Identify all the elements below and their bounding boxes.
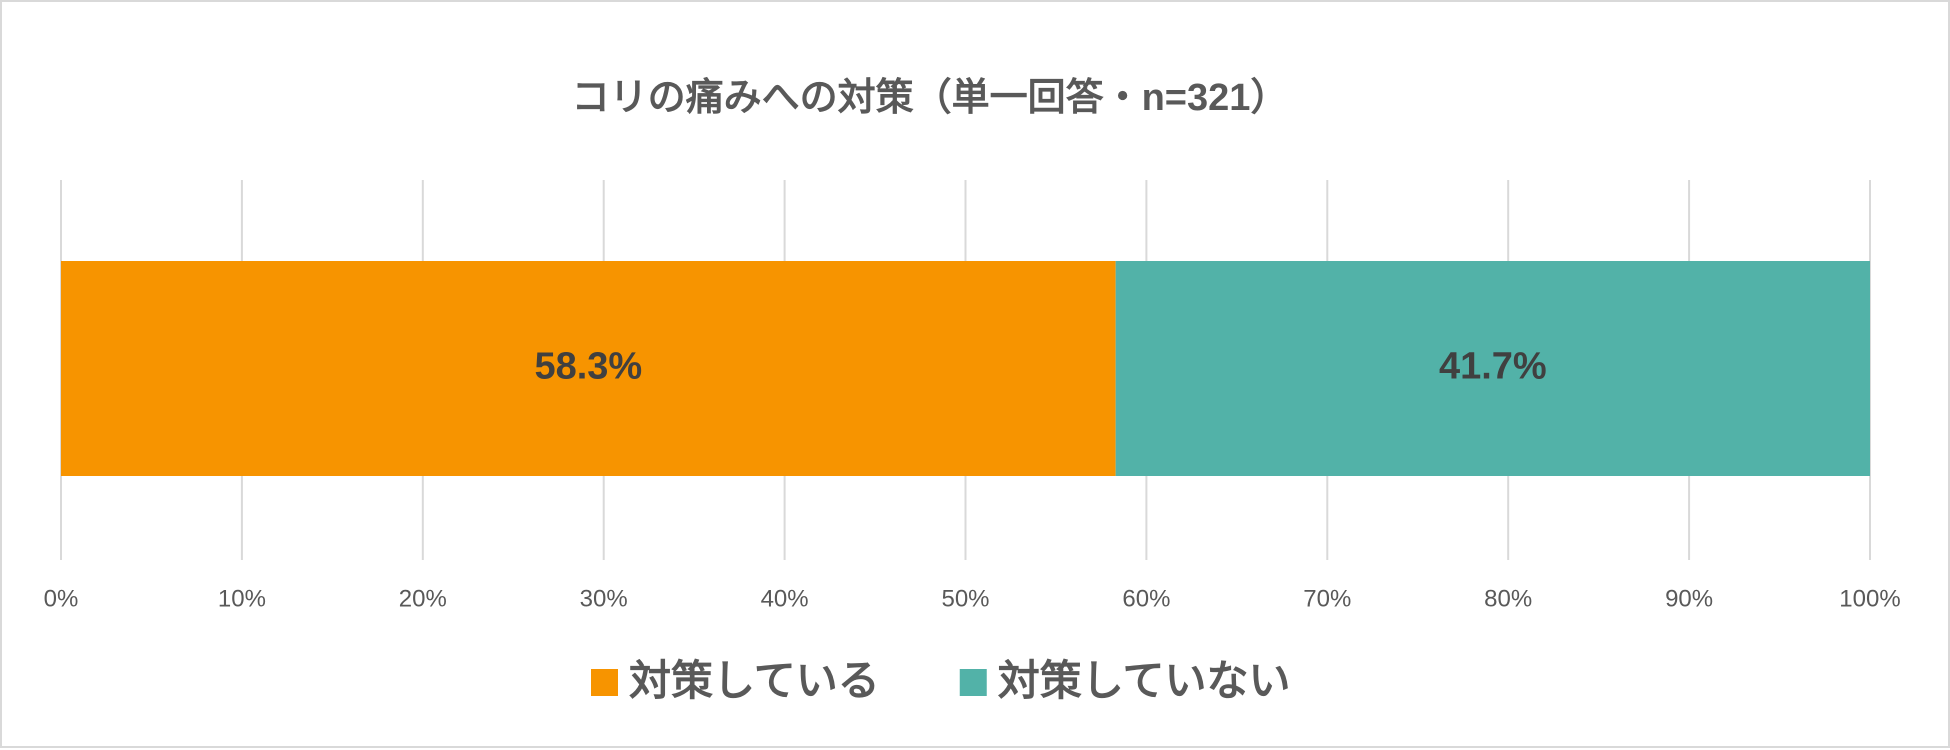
data-label: 58.3%	[534, 346, 642, 388]
x-tick-label: 40%	[761, 585, 809, 612]
x-tick-label: 20%	[399, 585, 447, 612]
x-tick-label: 60%	[1122, 585, 1170, 612]
x-tick-label: 30%	[580, 585, 628, 612]
bar-segment	[61, 261, 1116, 476]
x-tick-label: 80%	[1484, 585, 1532, 612]
x-tick-label: 70%	[1303, 585, 1351, 612]
x-tick-label: 0%	[44, 585, 79, 612]
x-tick-label: 10%	[218, 585, 266, 612]
bar-segment	[1115, 261, 1870, 476]
legend-label: 対策していない	[998, 657, 1291, 704]
chart-title: コリの痛みへの対策（単一回答・n=321）	[572, 77, 1289, 119]
x-tick-label: 90%	[1665, 585, 1713, 612]
legend-label: 対策している	[629, 657, 880, 704]
legend-swatch	[591, 669, 618, 696]
legend-swatch	[959, 669, 987, 696]
data-label: 41.7%	[1439, 346, 1547, 388]
x-tick-label: 50%	[941, 585, 989, 612]
x-tick-label: 100%	[1839, 585, 1900, 612]
